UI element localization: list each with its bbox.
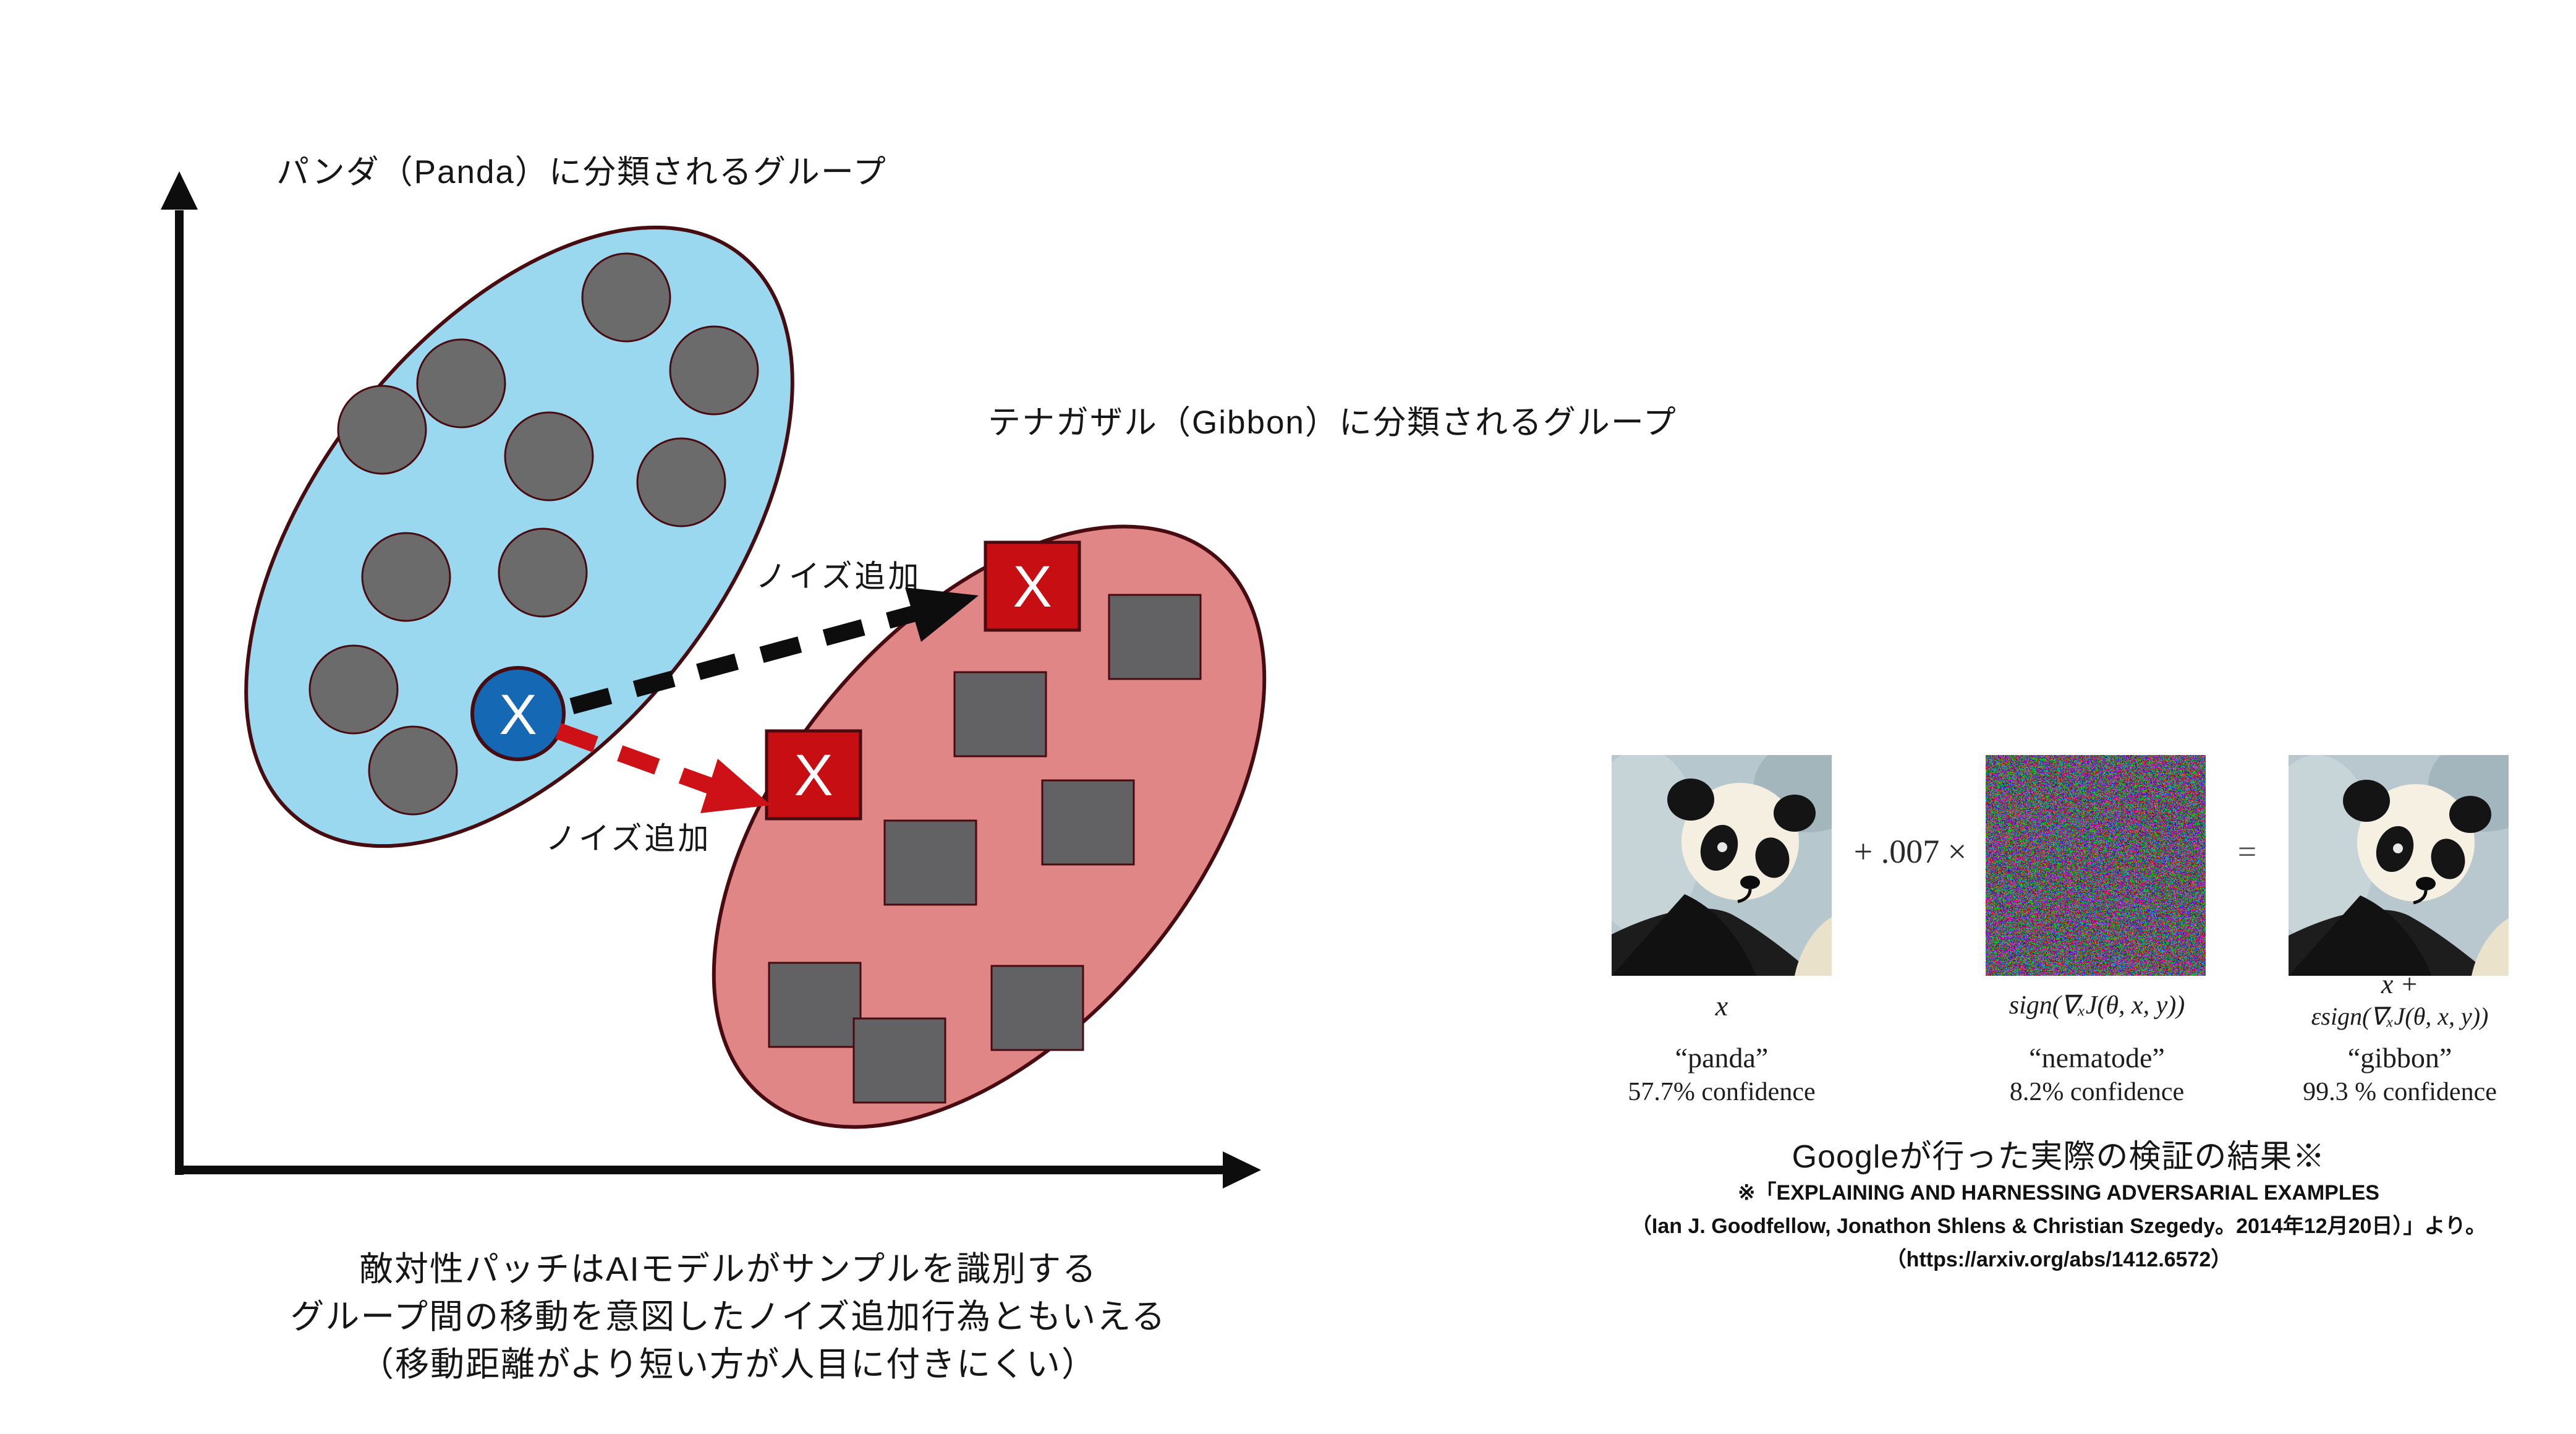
confidence-nematode: 8.2% confidence: [2009, 1078, 2185, 1106]
panda-sample-point: [308, 644, 399, 735]
class-label-nematode: “nematode”: [2029, 1042, 2165, 1073]
confidence-gibbon: 99.3 % confidence: [2303, 1078, 2497, 1106]
panda-photo-illustration: [1612, 755, 1832, 976]
noise-arrow-black-head-icon: [905, 587, 979, 642]
gibbon-sample-square: [990, 965, 1084, 1051]
math-label-x-plus-line2: εsign(∇ₓJ(θ, x, y)): [2311, 1002, 2489, 1030]
panda-sample-point: [361, 532, 451, 622]
confidence-panda: 57.7% confidence: [1628, 1078, 1816, 1106]
y-axis-arrowhead-icon: [161, 171, 198, 210]
caption-line: （移動距離がより短い方が人目に付きにくい）: [359, 1345, 1097, 1383]
noise-arrow-red-head-icon: [700, 759, 771, 813]
cluster-diagram: X X X: [161, 171, 1267, 1189]
gibbon-sample-square: [768, 962, 862, 1048]
plus-epsilon-text: + .007 ×: [1853, 833, 1967, 870]
panda-sample-point: [368, 725, 458, 816]
target-sample-x-mark: X: [499, 683, 537, 746]
noise-label-bottom: ノイズ追加: [545, 821, 712, 856]
gibbon-sample-square: [852, 1017, 946, 1104]
math-label-x-plus-line1: x +: [2381, 969, 2419, 999]
math-label-x: x: [1715, 990, 1728, 1022]
panda-sample-point: [669, 325, 759, 416]
panda-sample-point: [337, 385, 427, 475]
gibbon-group-label: テナガザル（Gibbon）に分類されるグループ: [988, 404, 1677, 441]
x-axis-arrowhead-icon: [1223, 1151, 1261, 1189]
panda-source-image: [1612, 755, 1832, 976]
adversarial-sample-x-mark: X: [1013, 554, 1052, 620]
panda-group-label: パンダ（Panda）に分類されるグループ: [276, 154, 887, 190]
target-sample-point: [470, 666, 566, 761]
math-label-sign-gradient: sign(∇ₓJ(θ, x, y)): [2009, 991, 2185, 1020]
caption-line: グループ間の移動を意図したノイズ追加行為ともいえる: [290, 1297, 1167, 1336]
panda-sample-point: [498, 527, 588, 618]
equals-text: =: [2237, 833, 2257, 870]
caption-line: 敵対性パッチはAIモデルがサンプルを識別する: [359, 1250, 1098, 1288]
panda-sample-point: [636, 437, 726, 527]
paper-citation: ※「EXPLAINING AND HARNESSING ADVERSARIAL …: [1533, 1176, 2576, 1276]
adversarial-sample-square: [984, 540, 1081, 632]
google-result-title: Googleが行った実際の検証の結果※: [1792, 1139, 2326, 1175]
gibbon-sample-square: [1041, 779, 1135, 866]
noise-image: [1986, 755, 2206, 976]
citation-line: （Ian J. Goodfellow, Jonathon Shlens & Ch…: [1630, 1214, 2487, 1238]
gibbon-classified-panda-illustration: [2289, 755, 2509, 976]
noise-arrow-red-line: [555, 723, 715, 795]
gibbon-sample-square: [1108, 594, 1202, 680]
diagram-caption: 敵対性パッチはAIモデルがサンプルを識別するグループ間の移動を意図したノイズ追加…: [184, 1245, 1272, 1388]
citation-line: ※「EXPLAINING AND HARNESSING ADVERSARIAL …: [1738, 1181, 2379, 1205]
panda-adversarial-image: [2289, 755, 2509, 976]
noise-arrow-black-line: [569, 604, 922, 715]
adversarial-noise-pattern: [1986, 755, 2206, 976]
gibbon-sample-square: [883, 819, 977, 906]
panda-sample-point: [504, 411, 594, 501]
class-label-panda: “panda”: [1675, 1042, 1769, 1073]
panda-sample-point: [416, 338, 506, 429]
adversarial-sample-square: [765, 729, 862, 821]
adversarial-sample-x-mark: X: [794, 743, 833, 808]
panda-sample-point: [581, 252, 671, 343]
gibbon-sample-square: [953, 671, 1047, 758]
citation-line: （https://arxiv.org/abs/1412.6572）: [1885, 1248, 2232, 1271]
class-label-gibbon: “gibbon”: [2347, 1042, 2452, 1073]
noise-label-top: ノイズ追加: [755, 559, 922, 594]
